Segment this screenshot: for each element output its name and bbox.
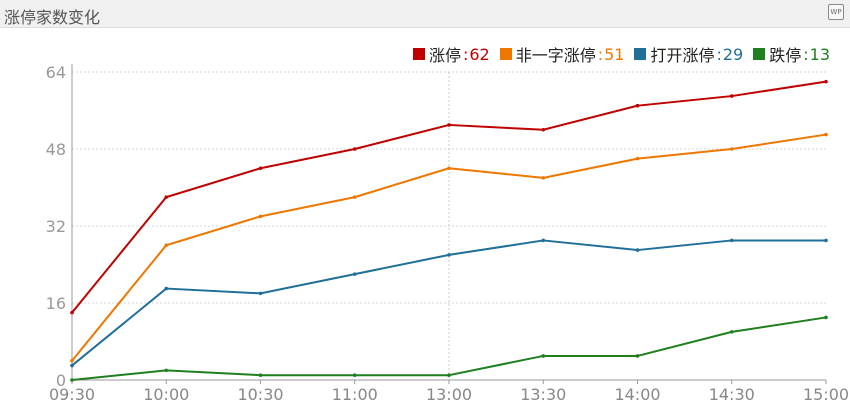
chart-legend: 涨停:62 非一字涨停:51 打开涨停:29 跌停:13	[412, 42, 830, 66]
legend-label: 非一字涨停	[515, 46, 596, 65]
data-point	[635, 248, 640, 252]
data-point	[70, 363, 74, 368]
legend-item[interactable]: 跌停:13	[753, 42, 830, 66]
x-tick-label: 13:00	[426, 385, 472, 404]
legend-value: 51	[604, 44, 625, 64]
legend-swatch	[753, 48, 766, 60]
data-point	[729, 94, 734, 98]
legend-item[interactable]: 非一字涨停:51	[499, 42, 625, 66]
data-point	[352, 272, 357, 276]
data-point	[164, 368, 169, 373]
legend-swatch	[634, 48, 647, 60]
data-point	[541, 127, 546, 132]
data-point	[447, 123, 451, 127]
wp-icon[interactable]: WP	[828, 4, 844, 20]
legend-item[interactable]: 涨停:62	[412, 42, 490, 66]
data-point	[635, 156, 640, 161]
legend-label: 打开涨停	[650, 46, 715, 65]
legend-label: 跌停	[769, 46, 802, 65]
y-tick-label: 48	[46, 140, 66, 159]
y-tick-label: 16	[46, 294, 66, 313]
data-point	[824, 238, 828, 243]
data-point	[70, 358, 74, 363]
y-tick-label: 0	[56, 371, 66, 390]
data-point	[824, 79, 828, 84]
x-tick-label: 10:00	[143, 385, 189, 404]
legend-swatch	[412, 48, 425, 60]
x-tick-label: 11:00	[332, 385, 378, 404]
data-point	[164, 243, 169, 248]
data-point	[164, 286, 169, 291]
y-tick-label: 32	[46, 217, 66, 236]
data-point	[635, 103, 640, 108]
data-point	[70, 310, 74, 315]
y-tick-label: 64	[46, 63, 66, 82]
data-point	[541, 354, 546, 358]
data-point	[447, 166, 451, 171]
x-tick-label: 13:30	[520, 385, 566, 404]
data-point	[729, 147, 734, 151]
legend-value: 29	[722, 44, 744, 64]
x-tick-label: 15:00	[803, 385, 849, 404]
data-point	[352, 373, 357, 377]
data-point	[164, 195, 169, 199]
data-point	[70, 378, 74, 382]
data-point	[824, 315, 828, 320]
data-point	[635, 354, 640, 358]
data-point	[824, 132, 828, 137]
data-point	[541, 238, 546, 243]
legend-swatch	[499, 48, 512, 60]
data-point	[258, 214, 263, 219]
data-point	[258, 291, 263, 296]
data-point	[352, 195, 357, 199]
data-point	[258, 166, 263, 171]
legend-label: 涨停	[428, 46, 461, 65]
x-tick-label: 09:30	[49, 385, 95, 404]
legend-item[interactable]: 打开涨停:29	[634, 42, 743, 66]
legend-value: 62	[469, 44, 490, 64]
x-tick-label: 14:00	[614, 385, 660, 404]
chart-title: 涨停家数变化	[4, 8, 101, 27]
legend-value: 13	[809, 44, 830, 64]
data-point	[258, 373, 263, 377]
x-tick-label: 14:30	[709, 385, 755, 404]
panel-header: 涨停家数变化 WP	[0, 0, 850, 28]
data-point	[447, 373, 451, 377]
x-tick-label: 10:30	[237, 385, 283, 404]
data-point	[729, 330, 734, 334]
data-point	[541, 176, 546, 180]
data-point	[729, 238, 734, 243]
data-point	[447, 253, 451, 257]
data-point	[352, 147, 357, 151]
